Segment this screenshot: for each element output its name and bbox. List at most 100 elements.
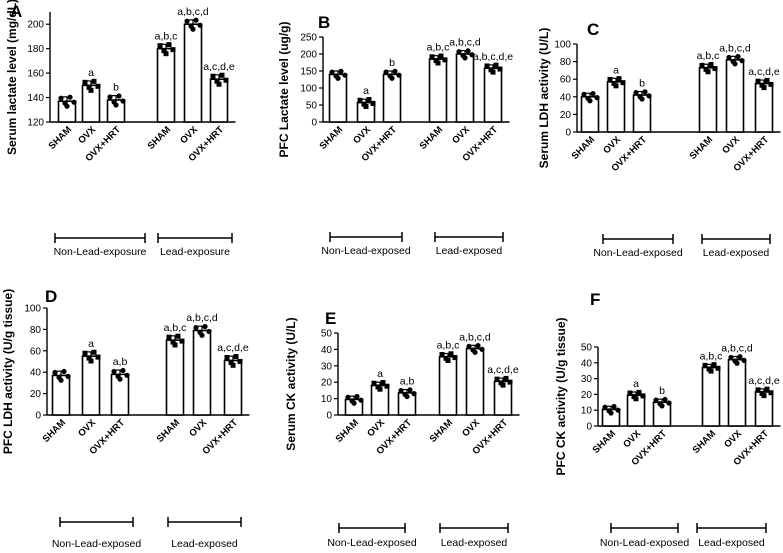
y-tick-label: 0 [311, 118, 317, 129]
data-point [67, 94, 73, 100]
y-tick-label: 0 [565, 128, 571, 139]
y-tick-label: 0 [326, 411, 332, 422]
bar [725, 59, 745, 133]
data-point [61, 368, 67, 375]
bar [698, 66, 718, 133]
data-point [184, 18, 190, 24]
y-axis-label: Serum lactate level (mg/dL) [5, 0, 19, 155]
panel-letter: F [590, 290, 600, 309]
data-point [116, 93, 122, 99]
data-point [329, 69, 335, 75]
y-tick-label: 60 [30, 346, 42, 357]
data-point [65, 373, 71, 379]
data-point [172, 342, 178, 348]
data-point [193, 324, 199, 331]
data-point [615, 407, 621, 413]
bar [465, 347, 485, 416]
y-tick-label: 150 [300, 67, 317, 78]
significance-label: b [113, 82, 119, 94]
data-point [507, 379, 513, 385]
bar [483, 67, 503, 123]
y-tick-label: 40 [581, 358, 593, 369]
category-label: SHAM [155, 417, 183, 445]
data-point [396, 72, 402, 78]
data-point [358, 397, 364, 403]
bar [328, 73, 348, 123]
significance-label: a,b,c,d [459, 331, 491, 343]
data-point [161, 48, 167, 54]
panel-letter: A [10, 2, 22, 21]
data-point [764, 77, 770, 83]
data-point [384, 383, 390, 389]
data-point [497, 66, 503, 72]
data-point [490, 69, 496, 75]
significance-label: a,b,c,d [721, 342, 753, 354]
data-point [338, 68, 344, 74]
data-point [442, 57, 448, 63]
data-point [611, 403, 617, 410]
y-tick-label: 0 [35, 411, 41, 422]
group-label: Non-Lead-exposed [321, 245, 410, 257]
data-point [223, 77, 229, 83]
data-point [741, 357, 747, 363]
significance-label: a,b,c,d [186, 312, 218, 324]
significance-label: b [639, 78, 645, 90]
category-label: OVX [450, 124, 472, 146]
data-point [363, 103, 369, 109]
data-point [465, 48, 471, 54]
data-point [407, 387, 413, 393]
data-point [88, 358, 94, 364]
data-point [462, 55, 468, 61]
data-point [58, 95, 64, 101]
data-point [640, 393, 646, 399]
significance-label: b [389, 57, 395, 69]
y-tick-label: 80 [30, 325, 42, 336]
data-point [216, 81, 222, 87]
data-point [354, 393, 360, 400]
data-point [653, 397, 659, 403]
data-point [708, 62, 714, 68]
data-point [484, 63, 490, 69]
data-point [445, 358, 451, 364]
panel-letter: B [318, 13, 330, 32]
category-label: OVX [621, 428, 643, 450]
category-label: SHAM [428, 417, 456, 445]
data-point [120, 98, 126, 104]
data-point [190, 26, 196, 32]
data-point [662, 396, 668, 403]
bar [382, 73, 402, 123]
category-label: SHAM [41, 417, 69, 445]
data-point [52, 369, 58, 376]
data-point [712, 66, 718, 72]
data-point [620, 80, 626, 86]
data-point [230, 362, 236, 368]
significance-label: a,b,c [437, 340, 460, 352]
y-tick-label: 30 [581, 374, 593, 385]
data-point [627, 390, 633, 396]
bar [727, 358, 747, 427]
data-point [113, 102, 119, 108]
data-point [197, 22, 203, 28]
bar [156, 47, 176, 123]
data-point [214, 78, 220, 84]
data-point [735, 54, 741, 60]
data-point [616, 76, 622, 82]
y-tick-label: 20 [560, 110, 572, 121]
significance-label: a,b,c,d [177, 6, 209, 18]
data-point [500, 382, 506, 388]
data-point [503, 375, 509, 381]
y-tick-label: 200 [27, 20, 44, 31]
group-label: Lead-exposed [436, 245, 503, 257]
data-point [728, 354, 734, 361]
chart-panel-e: E Serum CK activity (U/L) 0 10 20 30 40 50 SHAM a… [284, 309, 520, 549]
data-point [120, 367, 126, 374]
data-point [452, 355, 458, 361]
y-tick-label: 10 [321, 394, 333, 405]
group-label: Lead-exposed [441, 537, 508, 549]
data-point [715, 365, 721, 371]
y-tick-label: 50 [321, 329, 333, 340]
data-point [398, 388, 404, 394]
category-label: OVX [460, 417, 482, 439]
data-point [755, 387, 761, 393]
y-tick-label: 40 [30, 368, 42, 379]
